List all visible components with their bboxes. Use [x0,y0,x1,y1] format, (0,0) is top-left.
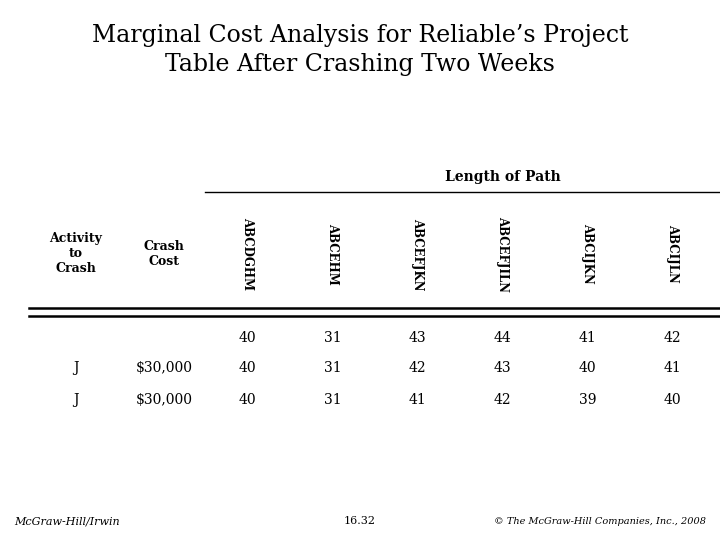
Text: © The McGraw-Hill Companies, Inc., 2008: © The McGraw-Hill Companies, Inc., 2008 [494,517,706,526]
Text: McGraw-Hill/Irwin: McGraw-Hill/Irwin [14,516,120,526]
Text: J: J [73,393,78,407]
Text: 40: 40 [239,393,256,407]
Text: 31: 31 [324,361,341,375]
Text: 39: 39 [579,393,596,407]
Text: $30,000: $30,000 [135,361,192,375]
Text: 41: 41 [579,330,596,345]
Text: 40: 40 [239,361,256,375]
Text: ABCEFJILN: ABCEFJILN [496,216,509,292]
Text: 41: 41 [409,393,426,407]
Text: 42: 42 [494,393,511,407]
Text: 41: 41 [664,361,681,375]
Text: 42: 42 [409,361,426,375]
Text: ABCEHM: ABCEHM [326,223,339,285]
Text: Activity
to
Crash: Activity to Crash [49,232,102,275]
Text: 43: 43 [494,361,511,375]
Text: 43: 43 [409,330,426,345]
Text: 42: 42 [664,330,681,345]
Text: Marginal Cost Analysis for Reliable’s Project
Table After Crashing Two Weeks: Marginal Cost Analysis for Reliable’s Pr… [91,24,629,76]
Text: $30,000: $30,000 [135,393,192,407]
Text: 44: 44 [494,330,511,345]
Text: 40: 40 [239,330,256,345]
Text: 31: 31 [324,393,341,407]
Text: Crash
Cost: Crash Cost [143,240,184,268]
Text: J: J [73,361,78,375]
Text: 31: 31 [324,330,341,345]
Text: 40: 40 [664,393,681,407]
Text: 40: 40 [579,361,596,375]
Text: ABCDGHM: ABCDGHM [241,217,254,291]
Text: Length of Path: Length of Path [445,170,560,184]
Text: 16.32: 16.32 [344,516,376,526]
Text: ABCEFJKN: ABCEFJKN [411,218,424,290]
Text: ABCIJLN: ABCIJLN [666,225,679,283]
Text: ABCIJKN: ABCIJKN [581,224,594,284]
